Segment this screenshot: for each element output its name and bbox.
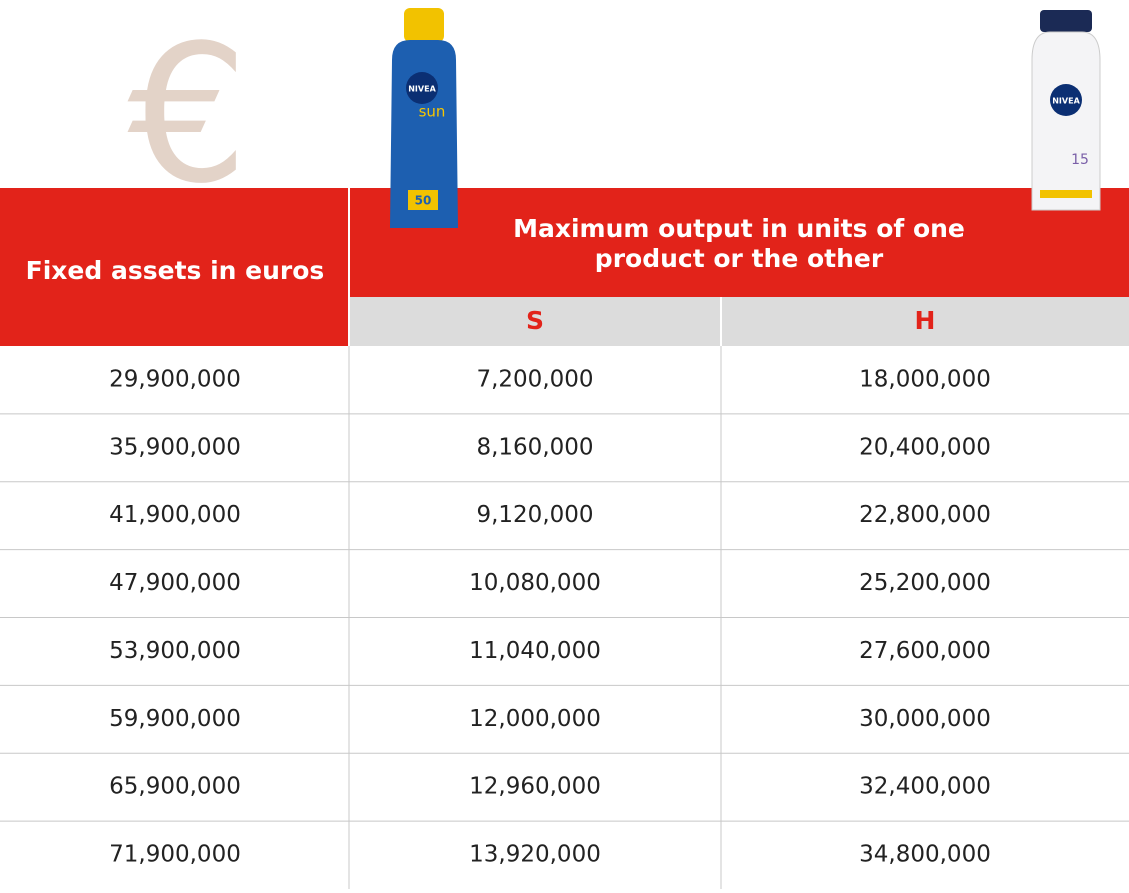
cell: 18,000,000 [859,366,991,392]
spf: 50 [415,194,432,208]
cell: 53,900,000 [109,638,241,664]
cell: 7,200,000 [476,366,593,392]
cell: 10,080,000 [469,570,601,596]
cell: 65,900,000 [109,774,241,800]
cell: 12,000,000 [469,706,601,732]
left-header: Fixed assets in euros [26,256,325,285]
table-figure: € NIVEA sun 50 NIVEA 15 Fixed assets in … [0,0,1129,889]
cell: 30,000,000 [859,706,991,732]
cell: 20,400,000 [859,434,991,460]
column-header: H [915,306,936,335]
cell: 59,900,000 [109,706,241,732]
cell: 22,800,000 [859,502,991,528]
cell: 27,600,000 [859,638,991,664]
subheader-bg [350,297,1129,346]
brand: NIVEA [408,85,436,94]
cell: 12,960,000 [469,774,601,800]
cell: 11,040,000 [469,638,601,664]
cell: 8,160,000 [476,434,593,460]
cell: 35,900,000 [109,434,241,460]
cell: 32,400,000 [859,774,991,800]
cell: 29,900,000 [109,366,241,392]
cell: 71,900,000 [109,842,241,868]
cell: 25,200,000 [859,570,991,596]
column-header: S [526,306,544,335]
cell: 47,900,000 [109,570,241,596]
cell: 41,900,000 [109,502,241,528]
cell: 9,120,000 [476,502,593,528]
product-line: sun [419,103,446,121]
sun-spray-bottle: NIVEA sun 50 [390,8,458,228]
cell: 13,920,000 [469,842,601,868]
page: € NIVEA sun 50 NIVEA 15 Fixed assets in … [0,0,1129,889]
brand: NIVEA [1052,97,1080,106]
lotion-bottle: NIVEA 15 [1032,10,1100,210]
cell: 34,800,000 [859,842,991,868]
spf: 15 [1071,152,1089,168]
